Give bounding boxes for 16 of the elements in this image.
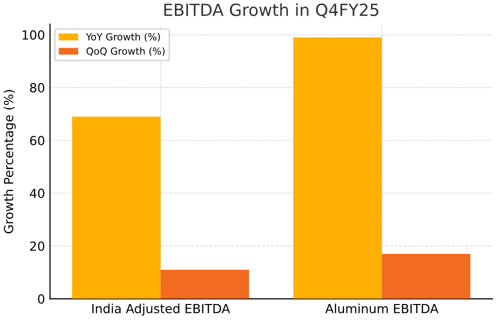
y-tick-label: 80 (30, 83, 44, 93)
bar (72, 116, 161, 299)
chart-title: EBITDA Growth in Q4FY25 (164, 3, 378, 18)
x-tick-label: Aluminum EBITDA (325, 304, 438, 314)
y-axis-title: Growth Percentage (%) (4, 90, 16, 234)
legend-label: YoY Growth (%) (86, 32, 160, 42)
x-tick-label: India Adjusted EBITDA (92, 304, 230, 316)
y-tick-label: 100 (22, 30, 44, 40)
y-tick-label: 0 (38, 294, 44, 304)
bar (160, 270, 250, 299)
y-tick-label: 40 (30, 188, 44, 198)
legend-label: QoQ Growth (%) (86, 47, 165, 56)
y-tick-label: 60 (30, 136, 44, 146)
y-tick-label: 20 (30, 241, 44, 251)
bar (293, 37, 382, 299)
bar (382, 254, 470, 299)
